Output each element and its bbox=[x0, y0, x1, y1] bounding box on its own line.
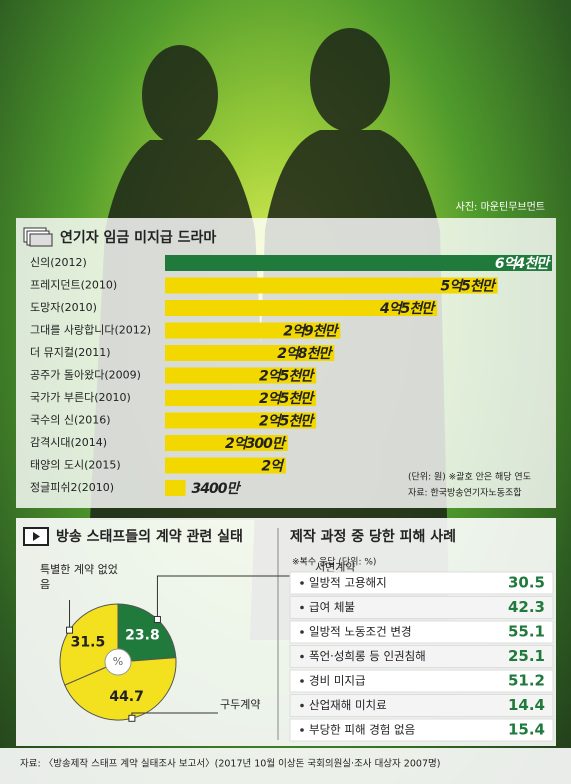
money-icon bbox=[23, 227, 53, 247]
row bbox=[289, 571, 554, 595]
value-label: 44.7 bbox=[109, 689, 144, 705]
center-label: % bbox=[113, 655, 123, 668]
callout-dot bbox=[66, 626, 74, 634]
note: ※복수 응답 (단위: %) bbox=[292, 556, 376, 568]
bar bbox=[165, 255, 552, 271]
row-value: 15.4 bbox=[508, 721, 545, 739]
row-label: 일방적 노동조건 변경 bbox=[309, 625, 412, 639]
value-label: 23.8 bbox=[125, 628, 160, 644]
chart-title: 제작 과정 중 당한 피해 사례 bbox=[290, 528, 456, 545]
value-label: 2억8천만 bbox=[277, 346, 333, 362]
tv-icon bbox=[23, 527, 49, 546]
value-label: 2억9천만 bbox=[283, 324, 339, 340]
row-label: 일방적 고용해지 bbox=[309, 576, 387, 590]
row bbox=[289, 718, 554, 742]
row-value: 25.1 bbox=[508, 647, 545, 665]
source: 자료: 〈방송제작 스태프 계약 실태조사 보고서〉(2017년 10월 이상돈… bbox=[20, 758, 440, 770]
y-tick-label: 프레지던트(2010) bbox=[30, 279, 117, 292]
row-value: 55.1 bbox=[508, 623, 545, 641]
value-label: 5억5천만 bbox=[440, 279, 496, 295]
y-tick-label: 태양의 도시(2015) bbox=[30, 459, 121, 472]
bullet bbox=[300, 605, 304, 610]
y-tick-label: 정글피쉬2(2010) bbox=[30, 481, 114, 494]
bar bbox=[165, 322, 341, 339]
row bbox=[289, 669, 554, 693]
value-label: 2억5천만 bbox=[259, 414, 315, 430]
row-label: 급여 체불 bbox=[309, 600, 355, 614]
value-label: 2억5천만 bbox=[259, 369, 315, 385]
callout-dot bbox=[153, 615, 161, 623]
row-label: 경비 미지급 bbox=[309, 674, 366, 688]
bar bbox=[165, 390, 317, 406]
row bbox=[289, 596, 554, 619]
value-label: 3400만 bbox=[192, 481, 242, 497]
y-tick-label: 더 뮤지컬(2011) bbox=[30, 346, 111, 359]
pie-center bbox=[104, 648, 132, 676]
bar bbox=[165, 480, 186, 496]
row bbox=[289, 694, 554, 717]
y-tick-label: 국수의 신(2016) bbox=[30, 414, 111, 427]
row-value: 42.3 bbox=[508, 598, 545, 616]
bar bbox=[165, 300, 438, 316]
footer-band bbox=[0, 748, 571, 784]
bullet bbox=[300, 703, 304, 708]
bullet bbox=[300, 630, 304, 634]
row bbox=[289, 620, 554, 644]
y-tick-label: 그대를 사랑합니다(2012) bbox=[30, 324, 151, 337]
value-label: 4억5천만 bbox=[379, 301, 436, 317]
bar bbox=[165, 412, 317, 429]
y-tick-label: 감격시대(2014) bbox=[30, 436, 107, 449]
photo-credit: 사진: 마운틴무브먼트 bbox=[456, 201, 545, 213]
row-value: 30.5 bbox=[508, 574, 545, 592]
y-tick-label: 도망자(2010) bbox=[30, 301, 97, 314]
bullet bbox=[300, 581, 304, 585]
value-label: 2억 bbox=[261, 459, 285, 475]
row-value: 14.4 bbox=[508, 696, 545, 714]
bar bbox=[165, 277, 498, 294]
bullet bbox=[300, 654, 304, 659]
bar bbox=[165, 435, 288, 451]
callout bbox=[156, 575, 313, 620]
note: (단위: 원) ※괄호 안은 해당 연도 bbox=[408, 471, 531, 483]
value-label: 31.5 bbox=[71, 634, 106, 650]
y-tick-label: 공주가 돌아왔다(2009) bbox=[30, 369, 141, 382]
pie-label: 서면계약 bbox=[315, 560, 355, 574]
callout-dot bbox=[128, 714, 136, 722]
note: 자료: 한국방송연기자노동조합 bbox=[408, 488, 522, 499]
row-label: 산업재해 미치료 bbox=[309, 698, 387, 712]
chart-title: 연기자 임금 미지급 드라마 bbox=[60, 230, 216, 246]
row bbox=[289, 645, 554, 668]
value-label: 6억4천만 bbox=[495, 256, 551, 272]
row-label: 부당한 피해 경험 없음 bbox=[309, 723, 415, 737]
bar bbox=[165, 367, 317, 384]
bullet bbox=[300, 679, 304, 683]
pie-label: 특별한 계약 없었음 bbox=[40, 563, 118, 591]
bullet bbox=[300, 728, 304, 732]
row-label: 폭언·성희롱 등 인권침해 bbox=[309, 649, 426, 663]
value-label: 2억5천만 bbox=[259, 391, 315, 407]
row-value: 51.2 bbox=[508, 672, 545, 690]
value-label: 2억300만 bbox=[225, 436, 287, 452]
y-tick-label: 국가가 부른다(2010) bbox=[30, 391, 131, 404]
bar bbox=[165, 345, 335, 361]
bar bbox=[165, 457, 286, 474]
y-tick-label: 신의(2012) bbox=[30, 256, 87, 269]
pie-label: 구두계약 bbox=[220, 697, 260, 711]
chart-title: 방송 스태프들의 계약 관련 실태 bbox=[56, 528, 243, 545]
